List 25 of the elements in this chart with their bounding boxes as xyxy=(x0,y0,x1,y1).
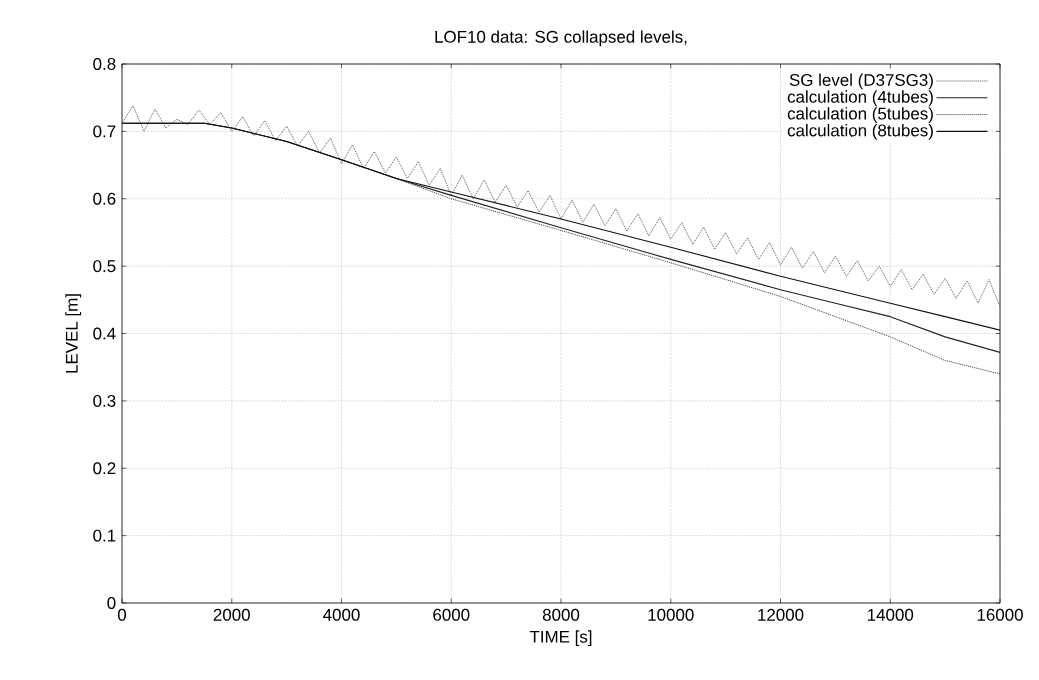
x-tick-label: 6000 xyxy=(433,608,470,621)
x-tick-label: 8000 xyxy=(542,608,580,621)
x-tick-label: 10000 xyxy=(648,608,694,621)
y-tick-label: 0.1 xyxy=(93,529,116,542)
y-tick-label: 0.2 xyxy=(93,462,116,475)
x-tick-label: 16000 xyxy=(977,608,1023,621)
y-tick-label: 0.3 xyxy=(93,394,116,407)
x-tick-label: 14000 xyxy=(868,608,914,621)
y-tick-label: 0.6 xyxy=(93,192,116,205)
legend-label: calculation (8tubes) xyxy=(787,123,933,140)
y-tick-label: 0.8 xyxy=(93,58,116,70)
x-tick-label: 0 xyxy=(117,608,127,621)
legend-label: calculation (5tubes) xyxy=(787,107,933,123)
chart-title: LOF10 data: SG collapsed levels, xyxy=(435,30,687,47)
y-tick-label: 0 xyxy=(107,597,116,609)
y-axis-title: LEVEL [m] xyxy=(65,294,82,373)
x-axis-title: TIME [s] xyxy=(529,630,592,647)
y-tick-label: 0.5 xyxy=(93,260,116,273)
legend-label: calculation (4tubes) xyxy=(787,90,933,107)
x-tick-label: 12000 xyxy=(758,608,804,621)
x-tick-label: 2000 xyxy=(213,608,250,621)
y-tick-label: 0.4 xyxy=(93,327,116,340)
legend-label: SG level (D37SG3) xyxy=(789,73,933,90)
y-tick-label: 0.7 xyxy=(93,125,116,138)
x-tick-label: 4000 xyxy=(323,608,360,621)
